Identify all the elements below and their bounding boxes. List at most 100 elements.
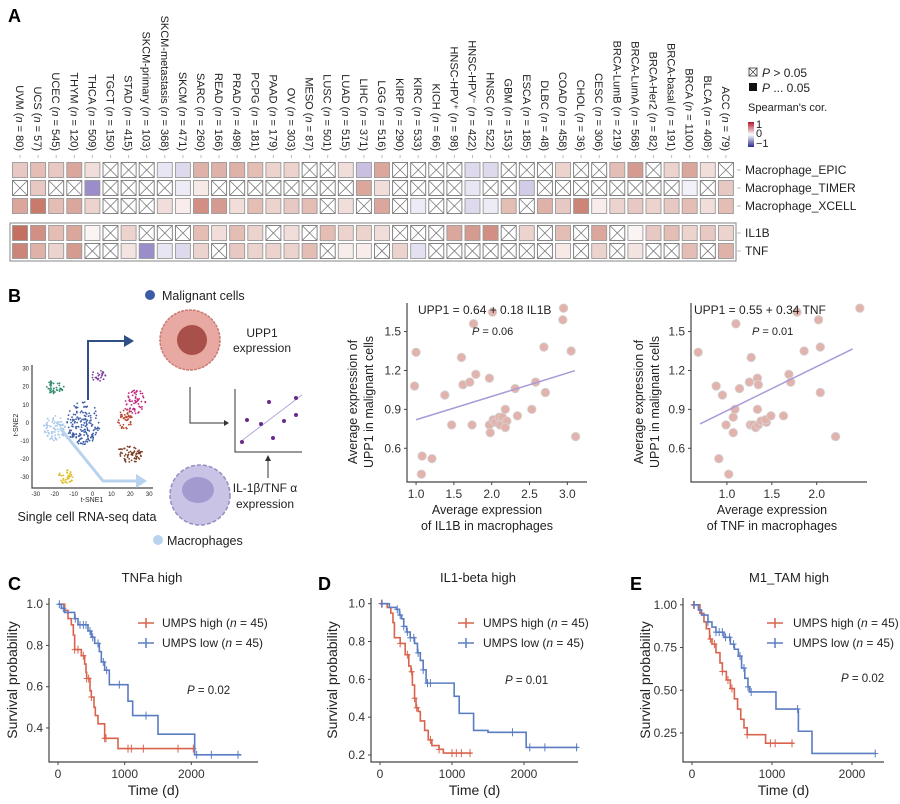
tsne-dot bbox=[55, 438, 57, 441]
tsne-dot bbox=[126, 456, 129, 459]
column-label: COAD (n = 458) bbox=[556, 72, 568, 151]
column-label: LGG (n = 516) bbox=[375, 80, 387, 151]
censor-mark bbox=[788, 739, 795, 748]
censor-mark bbox=[87, 627, 93, 636]
tsne-dot bbox=[141, 392, 144, 395]
y-tick-label: 0.25 bbox=[654, 726, 678, 740]
scatter-point bbox=[724, 469, 734, 479]
y-tick-label: 0.8 bbox=[26, 638, 43, 652]
tsne-dot bbox=[74, 413, 77, 416]
scatter-point bbox=[717, 390, 728, 400]
heatmap-cell-nonsignificant bbox=[645, 162, 662, 178]
tsne-dot bbox=[61, 424, 64, 426]
tsne-x-tick: 0 bbox=[91, 492, 95, 498]
scatter-point bbox=[558, 315, 568, 325]
column-label: ESCA (n = 185) bbox=[520, 74, 532, 151]
colorbar-title: Spearman's cor. bbox=[748, 102, 827, 114]
tsne-dot bbox=[48, 381, 50, 384]
tsne-dot bbox=[131, 412, 134, 414]
tsne-dot bbox=[71, 425, 74, 428]
tsne-dot bbox=[138, 449, 140, 452]
tsne-dot bbox=[101, 372, 103, 375]
heatmap-cell bbox=[30, 162, 47, 178]
legend-swatch-icon bbox=[767, 638, 783, 648]
tsne-dot bbox=[66, 421, 69, 423]
tsne-dot bbox=[83, 443, 86, 446]
tsne-dot bbox=[53, 431, 56, 433]
x-axis-label: of TNF in macrophages bbox=[707, 519, 837, 533]
tsne-dot bbox=[128, 460, 131, 463]
tsne-dot bbox=[129, 450, 132, 453]
heatmap-cell-nonsignificant bbox=[48, 180, 65, 196]
column-label: STAD (n = 415) bbox=[122, 75, 134, 151]
tsne-dot bbox=[45, 385, 48, 388]
tsne-dot bbox=[67, 418, 69, 420]
panel-label-c: C bbox=[8, 574, 21, 594]
tsne-dot bbox=[127, 396, 130, 399]
regression-line bbox=[699, 348, 853, 425]
heatmap-cell bbox=[283, 243, 300, 259]
survival-curve bbox=[58, 603, 195, 750]
tsne-dot bbox=[132, 408, 134, 411]
tsne-dot bbox=[62, 477, 65, 480]
heatmap-cell bbox=[301, 243, 318, 259]
tsne-dot bbox=[135, 393, 138, 396]
tsne-dot bbox=[119, 416, 122, 419]
tsne-dot bbox=[69, 475, 72, 478]
censor-mark bbox=[103, 666, 110, 675]
mini-point bbox=[294, 413, 298, 417]
heatmap-cell bbox=[66, 243, 83, 259]
heatmap-cell-nonsignificant bbox=[301, 162, 318, 178]
tsne-y-tick: 10 bbox=[22, 403, 29, 409]
tsne-dot bbox=[120, 413, 123, 416]
legend-swatch-icon bbox=[138, 638, 154, 648]
heatmap-cell bbox=[464, 198, 481, 214]
tsne-dot bbox=[61, 481, 64, 484]
heatmap-cell bbox=[663, 198, 680, 214]
column-label: KIRP (n = 290) bbox=[393, 78, 405, 151]
censor-mark bbox=[458, 749, 465, 758]
tsne-dot bbox=[129, 407, 131, 410]
heatmap-cell-nonsignificant bbox=[663, 180, 680, 196]
column-label: UCEC (n = 545) bbox=[49, 72, 61, 151]
y-axis-label: UPP1 in malignant cells bbox=[362, 336, 376, 468]
tsne-dot bbox=[52, 419, 54, 422]
heatmap-cell bbox=[265, 243, 282, 259]
column-label: GBM (n = 153) bbox=[502, 79, 514, 151]
tsne-dot bbox=[122, 417, 125, 419]
tsne-dot bbox=[139, 390, 142, 393]
tsne-dot bbox=[45, 431, 48, 434]
regression-equation: UPP1 = 0.64 + 0.18 IL1B bbox=[418, 303, 551, 317]
column-label: BRCA-LumB (n = 219) bbox=[610, 41, 622, 151]
tsne-dot bbox=[83, 434, 86, 436]
tsne-dot bbox=[46, 429, 49, 432]
tsne-dot bbox=[49, 389, 52, 392]
tsne-x-tick: -30 bbox=[31, 492, 40, 498]
heatmap-cell-nonsignificant bbox=[174, 225, 191, 241]
censor-mark bbox=[404, 628, 411, 637]
heatmap-cell bbox=[681, 162, 698, 178]
legend-swatch-icon bbox=[138, 618, 154, 628]
heatmap-cell-nonsignificant bbox=[446, 243, 463, 259]
tsne-dot bbox=[66, 471, 68, 474]
tsne-dot bbox=[54, 425, 57, 427]
heatmap-cell bbox=[12, 198, 28, 214]
heatmap-cell bbox=[609, 198, 626, 214]
panel-label-a: A bbox=[8, 6, 21, 26]
heatmap-cell-nonsignificant bbox=[446, 180, 463, 196]
heatmap-cell-nonsignificant bbox=[591, 162, 608, 178]
heatmap-cell bbox=[627, 225, 644, 241]
tsne-dot bbox=[137, 403, 140, 405]
scatter-point bbox=[427, 453, 437, 464]
heatmap-cell-nonsignificant bbox=[536, 162, 553, 178]
tsne-dot bbox=[121, 415, 123, 418]
scatter-point bbox=[778, 411, 789, 421]
heatmap-cell-nonsignificant bbox=[591, 180, 608, 196]
scatter-point bbox=[558, 303, 569, 313]
tsne-dot bbox=[92, 438, 94, 440]
tsne-dot bbox=[99, 379, 102, 382]
heatmap-cell bbox=[645, 198, 662, 214]
scatter-point bbox=[734, 383, 745, 394]
tsne-dot bbox=[129, 421, 132, 424]
heatmap-cell-nonsignificant bbox=[536, 180, 553, 196]
